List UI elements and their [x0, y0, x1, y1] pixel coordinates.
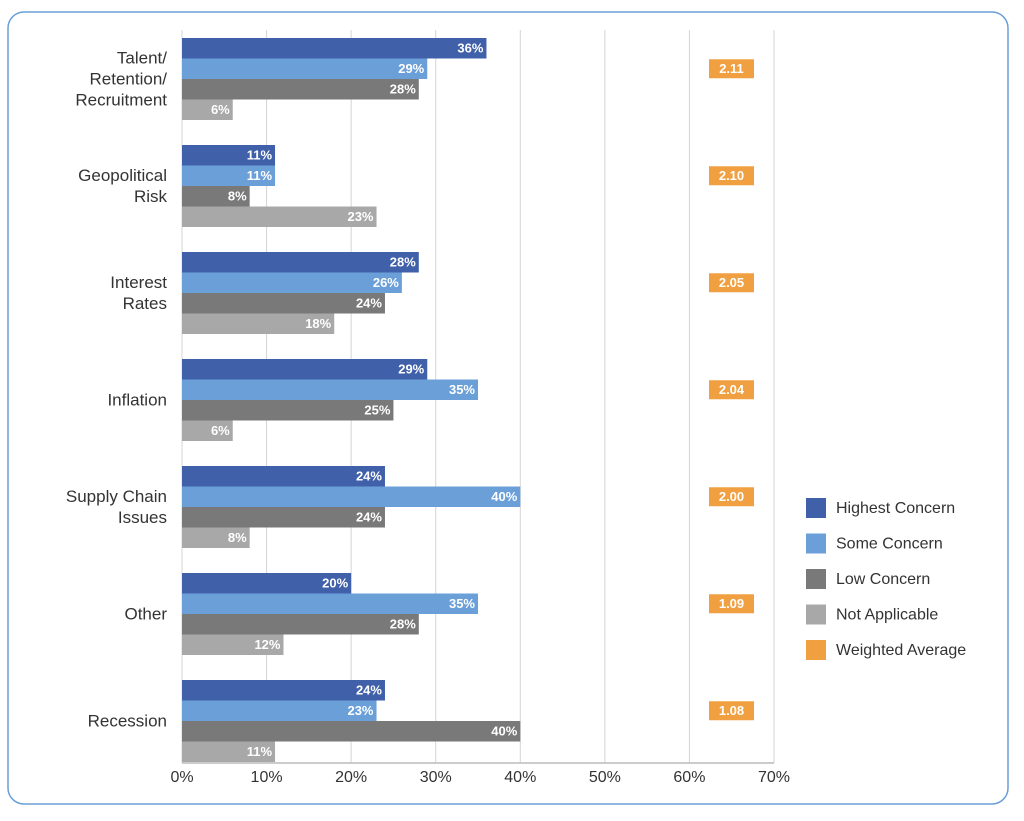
- value-label: 28%: [390, 617, 416, 632]
- bar: [182, 252, 419, 273]
- value-label: 11%: [247, 168, 273, 183]
- value-label: 40%: [491, 724, 517, 739]
- value-label: 6%: [211, 102, 230, 117]
- value-label: 29%: [398, 362, 424, 377]
- weighted-average-box: [709, 166, 754, 186]
- value-label: 40%: [491, 489, 517, 504]
- bar: [182, 206, 377, 227]
- legend-swatch: [806, 604, 826, 625]
- value-label: 35%: [449, 596, 475, 611]
- bar: [182, 527, 250, 548]
- bar: [182, 573, 352, 594]
- category-label: Interest Rates: [110, 273, 167, 313]
- bar: [182, 420, 233, 441]
- value-label: 28%: [390, 255, 416, 270]
- category-label: Supply Chain Issues: [65, 487, 167, 527]
- category-label: Inflation: [107, 390, 167, 410]
- bar: [182, 145, 276, 166]
- bar: [182, 593, 478, 614]
- x-tick-label: 70%: [758, 769, 790, 786]
- weighted-average-box: [709, 487, 754, 507]
- value-label: 28%: [390, 82, 416, 97]
- bar: [182, 272, 402, 293]
- value-label: 24%: [356, 296, 382, 311]
- bar: [182, 359, 428, 380]
- value-label: 24%: [356, 683, 382, 698]
- value-label: 18%: [305, 316, 331, 331]
- x-tick-label: 50%: [589, 769, 621, 786]
- legend-label: Weighted Average: [836, 642, 966, 659]
- bar: [182, 741, 276, 762]
- weighted-average-label: 1.09: [719, 596, 744, 611]
- bar: [182, 721, 521, 742]
- bar: [182, 79, 419, 100]
- value-label: 35%: [449, 382, 475, 397]
- x-tick-label: 0%: [170, 769, 193, 786]
- bar: [182, 466, 385, 487]
- bar: [182, 634, 284, 655]
- value-label: 11%: [247, 744, 273, 759]
- weighted-average-label: 2.04: [719, 382, 745, 397]
- category-label: Geopolitical Risk: [78, 166, 167, 206]
- weighted-average-box: [709, 380, 754, 400]
- weighted-average-label: 1.08: [719, 703, 744, 718]
- legend-label: Low Concern: [836, 571, 930, 588]
- legend-label: Not Applicable: [836, 607, 938, 624]
- weighted-average-box: [709, 59, 754, 79]
- bar: [182, 507, 385, 528]
- value-label: 8%: [228, 530, 247, 545]
- bar: [182, 186, 250, 207]
- bar: [182, 38, 487, 59]
- legend-swatch: [806, 640, 826, 660]
- value-label: 23%: [347, 703, 373, 718]
- x-tick-label: 10%: [251, 769, 283, 786]
- bar: [182, 486, 521, 507]
- category-label: Other: [124, 604, 167, 624]
- legend-swatch: [806, 533, 826, 554]
- bar: [182, 379, 478, 400]
- value-label: 20%: [322, 576, 348, 591]
- value-label: 11%: [247, 148, 273, 163]
- value-label: 12%: [254, 637, 280, 652]
- weighted-average-box: [709, 594, 754, 614]
- bar: [182, 293, 385, 314]
- category-label: Talent/ Retention/ Recruitment: [75, 48, 167, 110]
- weighted-average-label: 2.11: [719, 61, 744, 76]
- x-tick-label: 40%: [504, 769, 536, 786]
- bar: [182, 99, 233, 120]
- weighted-average-label: 2.05: [719, 275, 744, 290]
- frame: [7, 11, 1009, 805]
- weighted-average-box: [709, 701, 754, 721]
- x-tick-label: 60%: [673, 769, 705, 786]
- value-label: 6%: [211, 423, 230, 438]
- weighted-average-label: 2.10: [719, 168, 744, 183]
- weighted-average-box: [709, 273, 754, 293]
- bar: [182, 313, 335, 334]
- x-tick-label: 20%: [335, 769, 367, 786]
- bar: [182, 165, 276, 186]
- bar: [182, 680, 385, 701]
- value-label: 23%: [347, 209, 373, 224]
- value-label: 26%: [373, 275, 399, 290]
- bar: [182, 700, 377, 721]
- value-label: 36%: [457, 41, 483, 56]
- bar: [182, 400, 394, 421]
- legend-label: Some Concern: [836, 536, 943, 553]
- value-label: 24%: [356, 510, 382, 525]
- legend-swatch: [806, 498, 826, 518]
- bar: [182, 58, 428, 79]
- value-label: 25%: [364, 403, 390, 418]
- weighted-average-label: 2.00: [719, 489, 744, 504]
- bar: [182, 614, 419, 635]
- value-label: 29%: [398, 61, 424, 76]
- legend-swatch: [806, 569, 826, 589]
- value-label: 24%: [356, 469, 382, 484]
- category-label: Recession: [87, 711, 167, 731]
- legend-label: Highest Concern: [836, 500, 955, 517]
- x-tick-label: 30%: [420, 769, 452, 786]
- value-label: 8%: [228, 189, 247, 204]
